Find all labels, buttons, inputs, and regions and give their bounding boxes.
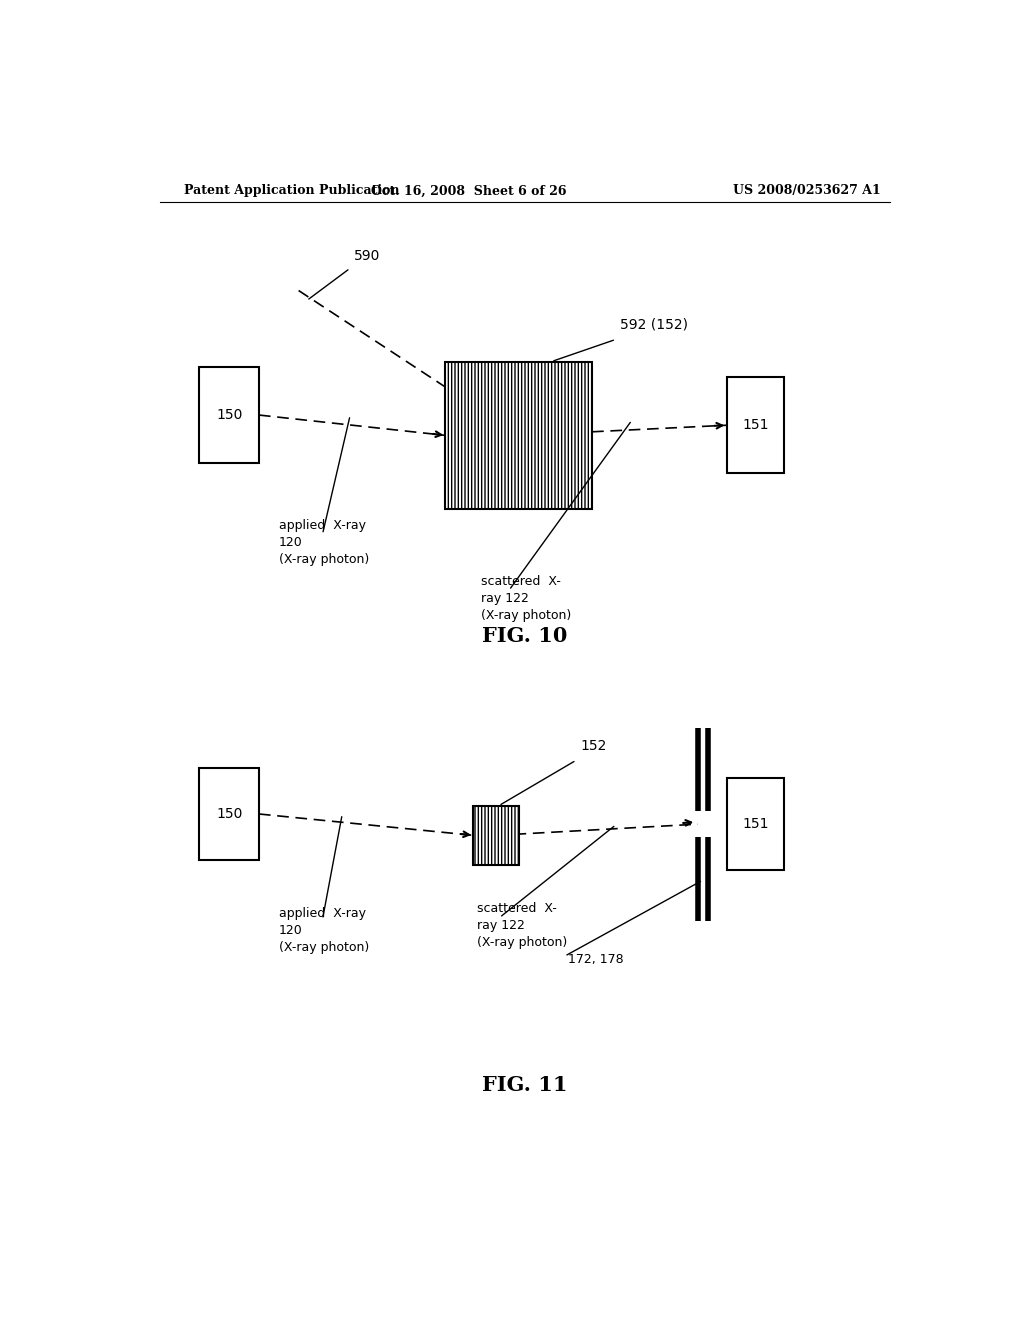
Text: applied  X-ray
120
(X-ray photon): applied X-ray 120 (X-ray photon): [279, 519, 369, 566]
Text: 172, 178: 172, 178: [568, 953, 624, 966]
Text: Oct. 16, 2008  Sheet 6 of 26: Oct. 16, 2008 Sheet 6 of 26: [372, 185, 567, 198]
Text: FIG. 11: FIG. 11: [482, 1076, 567, 1096]
Bar: [727, 779, 784, 870]
Text: 150: 150: [216, 807, 243, 821]
Text: 592 (152): 592 (152): [620, 317, 688, 331]
Text: 590: 590: [354, 249, 381, 263]
Bar: [200, 768, 259, 859]
Text: 151: 151: [742, 418, 769, 432]
Text: FIG. 10: FIG. 10: [482, 626, 567, 645]
Text: US 2008/0253627 A1: US 2008/0253627 A1: [732, 185, 881, 198]
Text: 151: 151: [742, 817, 769, 832]
Bar: [200, 367, 259, 463]
Bar: [445, 362, 592, 510]
Text: 150: 150: [216, 408, 243, 422]
Text: scattered  X-
ray 122
(X-ray photon): scattered X- ray 122 (X-ray photon): [481, 576, 571, 622]
Text: scattered  X-
ray 122
(X-ray photon): scattered X- ray 122 (X-ray photon): [477, 903, 567, 949]
Text: 152: 152: [581, 739, 607, 752]
Text: applied  X-ray
120
(X-ray photon): applied X-ray 120 (X-ray photon): [279, 907, 369, 954]
Bar: [473, 805, 519, 865]
Bar: [727, 378, 784, 474]
Text: Patent Application Publication: Patent Application Publication: [183, 185, 399, 198]
